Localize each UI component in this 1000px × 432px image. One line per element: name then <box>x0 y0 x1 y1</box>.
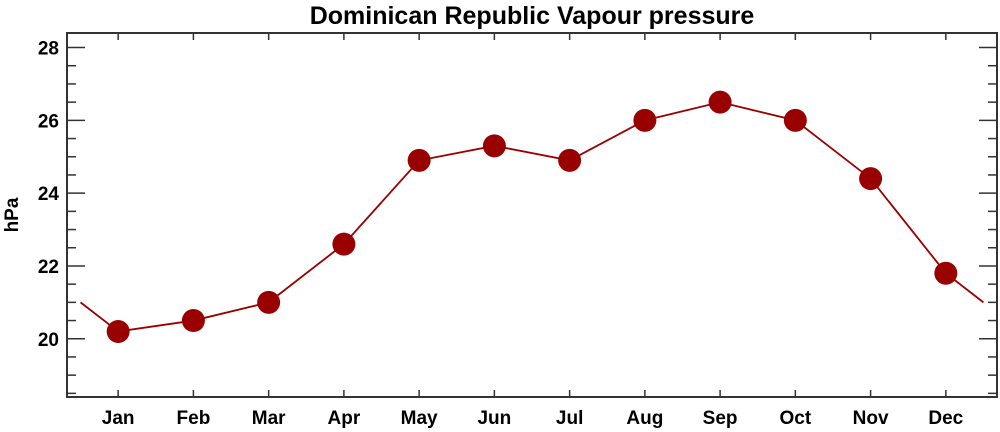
y-tick-label: 26 <box>38 111 59 132</box>
y-tick-label: 28 <box>38 39 59 60</box>
data-point-jul <box>558 148 582 172</box>
data-point-sep <box>708 90 732 114</box>
y-tick-label: 22 <box>38 257 59 278</box>
x-tick-label: Jul <box>556 408 583 429</box>
x-tick-label: Aug <box>626 408 663 429</box>
data-point-aug <box>633 108 657 132</box>
x-tick-label: Jun <box>477 408 511 429</box>
data-point-apr <box>332 232 356 256</box>
data-point-mar <box>257 290 281 314</box>
x-tick-label: Jan <box>102 408 135 429</box>
x-tick-label: May <box>401 408 438 429</box>
data-point-jan <box>106 319 130 343</box>
chart-title: Dominican Republic Vapour pressure <box>310 2 755 30</box>
data-point-jun <box>482 134 506 158</box>
data-point-dec <box>934 261 958 285</box>
y-tick-label: 20 <box>38 330 59 351</box>
data-point-feb <box>181 309 205 333</box>
x-tick-label: Oct <box>780 408 812 429</box>
data-point-nov <box>859 167 883 191</box>
data-point-oct <box>783 108 807 132</box>
x-tick-label: Feb <box>177 408 211 429</box>
y-tick-label: 24 <box>38 184 60 205</box>
x-tick-label: Sep <box>703 408 738 429</box>
x-tick-label: Nov <box>853 408 889 429</box>
series-line <box>79 101 985 333</box>
x-tick-label: Mar <box>252 408 286 429</box>
data-point-may <box>407 148 431 172</box>
y-axis-label: hPa <box>2 197 23 232</box>
x-tick-label: Apr <box>328 408 361 429</box>
plot-frame <box>66 32 998 398</box>
x-tick-label: Dec <box>928 408 963 429</box>
